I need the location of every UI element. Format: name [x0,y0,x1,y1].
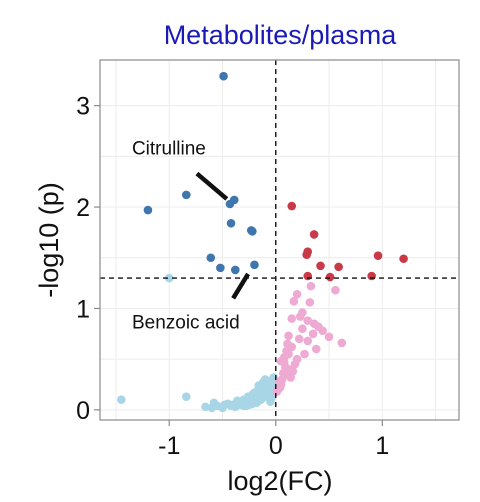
data-point [298,324,307,334]
data-point [290,359,300,369]
point-layer [117,71,408,413]
annotation-pointer [231,272,250,300]
annotation-pointer [195,171,229,201]
data-point [201,402,210,412]
data-point [399,254,408,264]
data-point [262,385,272,394]
data-point [164,273,174,283]
data-point [219,71,228,81]
data-point [337,338,347,348]
data-point [306,281,316,291]
data-point [206,253,216,263]
data-point [334,262,343,272]
data-point [229,195,239,205]
data-point [250,260,259,270]
y-tick-label: 0 [76,397,90,425]
data-point [325,272,335,282]
annotation-layer: Citrulline Benzoic acid [132,138,250,334]
plot-frame [99,59,460,421]
x-tick-label: -1 [158,432,180,460]
data-point [284,349,293,359]
data-point [216,263,225,273]
data-point [303,271,313,281]
chart-title: Metabolites/plasma [164,20,398,50]
data-point [255,391,265,400]
data-point [260,375,270,384]
data-point [318,326,327,336]
data-point [245,394,255,404]
data-point [181,392,191,401]
data-point [278,369,288,378]
data-point [331,285,340,295]
data-point [316,261,325,271]
data-point [309,230,319,239]
data-point [287,314,297,323]
data-point [289,297,299,306]
data-point [275,383,285,392]
tick-layer: -1 0 1 0 1 2 3 [76,93,389,460]
data-point [209,398,219,408]
data-point [279,357,289,367]
data-point [300,349,309,359]
reference-lines [100,60,459,420]
data-point [283,339,292,349]
y-axis-label: -log10 (p) [34,182,64,298]
data-point [284,331,293,341]
data-point [143,205,153,215]
x-axis-label: log2(FC) [227,466,332,496]
data-point [241,401,251,411]
data-point [303,336,313,346]
data-point [298,308,307,317]
data-point [286,373,295,382]
data-point [223,399,233,409]
annotation-label: Citrulline [132,138,206,159]
data-point [367,271,376,281]
data-point [248,227,257,236]
data-point [292,289,302,299]
annotation-label: Benzoic acid [132,313,240,334]
y-tick-label: 2 [76,194,90,222]
data-point [324,332,334,342]
data-point [226,218,236,228]
grid-layer [100,60,459,420]
data-point [181,190,191,200]
y-tick-label: 1 [76,295,90,323]
data-point [233,396,242,406]
data-point [373,251,383,261]
data-point [308,329,318,339]
data-point [230,265,240,275]
data-point [302,250,311,260]
y-tick-label: 3 [76,93,90,121]
data-point [303,316,313,325]
data-point [117,395,126,405]
data-point [294,334,304,344]
x-tick-label: 1 [375,432,389,460]
x-tick-label: 0 [269,432,283,460]
data-point [266,397,275,407]
data-point [287,201,297,211]
data-point [305,298,315,307]
data-point [311,344,321,354]
